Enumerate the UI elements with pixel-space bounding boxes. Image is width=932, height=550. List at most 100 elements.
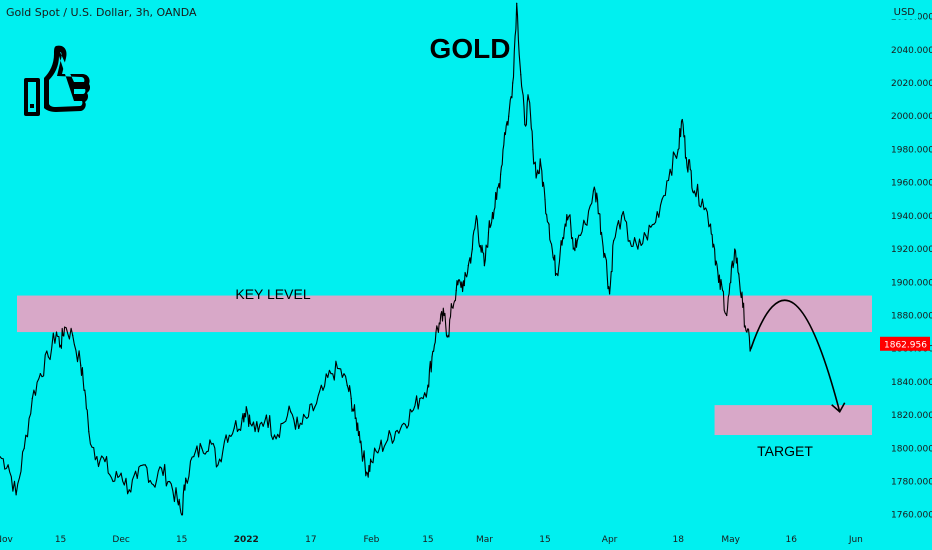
price-point-73 (479, 245, 482, 247)
price-point-58 (411, 411, 413, 413)
projection-layer (750, 299, 846, 414)
zone-target (714, 405, 872, 436)
price-point-125 (738, 273, 740, 275)
price-point-85 (528, 99, 530, 101)
price-point-8 (59, 344, 62, 346)
price-point-55 (386, 439, 389, 441)
price-point-93 (560, 240, 562, 242)
annotation-layer: GOLD KEY LEVEL TARGET (235, 33, 813, 459)
price-point-75 (487, 231, 490, 234)
price-point-53 (370, 460, 373, 463)
x-tick-label: Dec (112, 535, 129, 545)
x-tick-label: Apr (602, 535, 618, 545)
price-point-30 (217, 464, 219, 466)
price-point-94 (564, 223, 566, 225)
price-point-84 (524, 123, 526, 126)
y-tick-label: 1880.000 (891, 311, 932, 321)
price-point-21 (152, 484, 155, 486)
price-point-14 (96, 456, 98, 458)
price-point-81 (512, 82, 514, 84)
price-point-16 (112, 480, 114, 483)
price-line (0, 2, 752, 516)
price-point-32 (233, 427, 235, 429)
price-point-59 (419, 397, 421, 400)
price-point-89 (544, 198, 546, 200)
currency-label[interactable]: USD (890, 6, 918, 19)
price-point-13 (88, 431, 90, 433)
price-point-18 (128, 489, 130, 491)
price-point-77 (495, 198, 498, 200)
arrow-head-icon (831, 402, 846, 414)
price-point-41 (298, 427, 300, 429)
price-point-91 (552, 256, 554, 258)
price-point-45 (330, 372, 332, 375)
price-point-66 (451, 306, 453, 308)
price-point-127 (746, 331, 748, 333)
x-tick-label: 2022 (234, 535, 259, 545)
price-point-22 (160, 467, 163, 469)
price-point-83 (520, 74, 522, 76)
x-tick-label: May (721, 535, 740, 545)
price-point-63 (439, 323, 441, 325)
x-tick-label: 15 (55, 535, 66, 545)
price-point-23 (168, 480, 171, 483)
x-axis: Nov 15 Dec 15 2022 17 Feb 15 Mar 15 Apr 18 May 16 Jun (0, 535, 863, 545)
projection-arrow (750, 299, 841, 412)
price-point-71 (471, 248, 473, 250)
price-point-47 (346, 384, 348, 386)
y-tick-label: 2020.000 (891, 79, 932, 89)
price-point-70 (467, 265, 469, 267)
price-point-54 (378, 447, 381, 449)
price-point-35 (249, 422, 251, 424)
price-point-122 (726, 314, 728, 317)
price-point-10 (72, 334, 74, 336)
y-tick-label: 1820.000 (891, 411, 932, 421)
price-point-40 (290, 411, 292, 413)
price-point-96 (572, 248, 574, 250)
x-tick-label: Nov (0, 535, 13, 545)
price-point-124 (734, 248, 736, 250)
price-point-26 (185, 477, 187, 479)
price-point-42 (306, 417, 308, 420)
price-point-106 (629, 240, 631, 242)
price-point-117 (701, 198, 704, 200)
price-point-0 (0, 456, 1, 458)
price-point-56 (395, 431, 397, 433)
x-tick-label: Feb (363, 535, 379, 545)
price-point-28 (201, 447, 203, 449)
zone-layer (17, 295, 872, 436)
price-point-86 (532, 148, 534, 151)
price-point-78 (499, 173, 502, 175)
price-point-5 (39, 372, 41, 375)
price-point-97 (576, 240, 578, 242)
price-point-119 (713, 248, 716, 250)
price-point-38 (273, 434, 276, 436)
price-point-102 (604, 256, 607, 258)
price-point-48 (350, 397, 352, 400)
last-price-label: 1862.956 (884, 340, 927, 350)
price-point-80 (508, 115, 510, 117)
price-point-11 (80, 364, 82, 366)
price-point-90 (548, 223, 550, 225)
price-point-62 (435, 331, 437, 333)
price-point-67 (455, 289, 457, 292)
price-point-126 (742, 306, 744, 308)
price-point-44 (322, 389, 324, 391)
price-point-31 (225, 434, 227, 436)
chart-title: GOLD (430, 33, 511, 64)
key-level-label: KEY LEVEL (235, 286, 310, 302)
y-axis: 1760.000 1780.000 1800.000 1820.000 1840.000… (880, 13, 932, 521)
price-point-52 (366, 472, 368, 474)
price-point-111 (669, 168, 671, 170)
price-point-110 (661, 198, 663, 200)
price-point-74 (483, 265, 486, 267)
price-point-105 (621, 215, 623, 217)
price-point-3 (23, 447, 25, 449)
y-tick-label: 1920.000 (891, 245, 932, 255)
price-point-76 (491, 211, 494, 214)
x-tick-label: 15 (176, 535, 187, 545)
price-point-43 (314, 406, 316, 408)
y-tick-label: 2000.000 (891, 112, 932, 122)
